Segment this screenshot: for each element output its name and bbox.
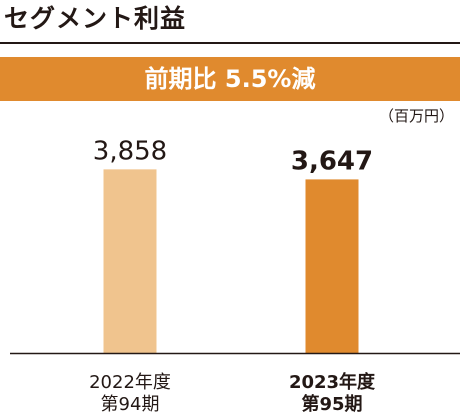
x-label-year: 2023年度 [288,372,376,393]
bar-2023 [305,179,359,353]
value-label-2022: 3,858 [93,136,167,166]
x-label-2023: 2023年度 第95期 [242,372,422,416]
value-label-2023: 3,647 [291,146,373,176]
unit-label: （百万円） [378,107,454,125]
x-label-year: 2022年度 [89,372,171,393]
x-label-2022: 2022年度 第94期 [40,372,220,416]
x-label-period: 第95期 [301,394,363,415]
x-label-period: 第94期 [100,394,160,415]
chart-title: セグメント利益 [4,4,187,33]
title-underline [0,42,460,44]
change-banner: 前期比 5.5%減 [0,57,460,101]
bar-2022 [103,169,157,353]
